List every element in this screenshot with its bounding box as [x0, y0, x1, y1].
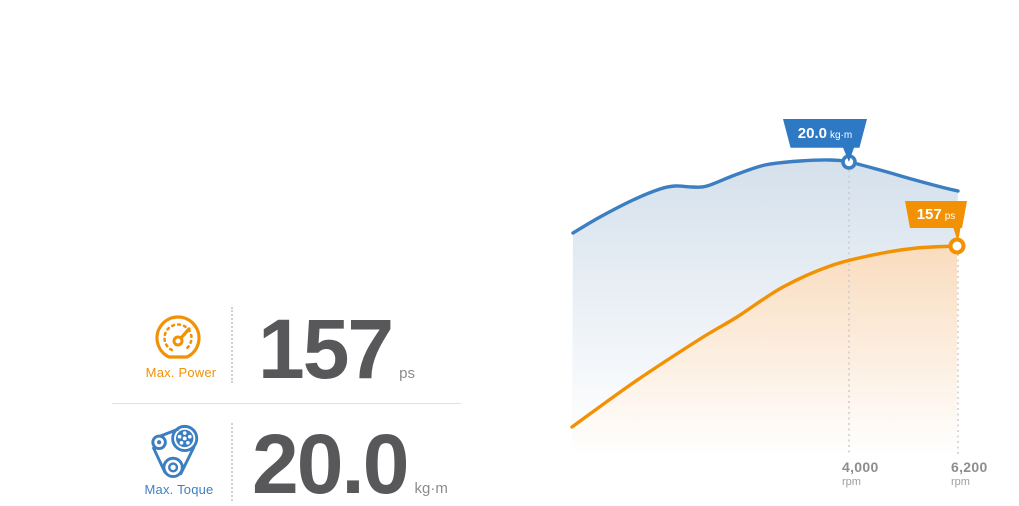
power-peak-value: 157	[916, 206, 942, 223]
torque-peak-unit: kg·m	[829, 130, 853, 141]
x-tick-4000rpm: 4,000 rpm	[842, 459, 879, 488]
max-power-label: Max. Power	[145, 365, 217, 380]
performance-curve-chart	[570, 154, 966, 456]
power-peak-marker	[948, 237, 966, 255]
power-peak-unit: ps	[944, 211, 956, 222]
max-power-value: 157	[258, 302, 394, 396]
stat-divider-dotted	[231, 307, 233, 383]
max-torque-unit: kg·m	[414, 480, 448, 497]
x-tick-unit: rpm	[951, 476, 970, 488]
x-tick-6200rpm: 6,200 rpm	[951, 459, 988, 488]
torque-peak-value: 20.0	[797, 125, 827, 142]
max-torque-value: 20.0	[252, 417, 409, 506]
x-tick-value: 4,000	[842, 459, 879, 475]
max-torque-belt-icon	[148, 423, 204, 479]
x-tick-unit: rpm	[842, 476, 861, 488]
max-power-gauge-icon	[152, 313, 204, 361]
x-tick-value: 6,200	[951, 459, 988, 475]
stats-separator-line	[112, 403, 461, 404]
torque-curve	[571, 158, 960, 235]
max-torque-value-row: 20.0 kg·m	[252, 422, 448, 506]
power-area-fill	[572, 246, 957, 456]
power-curve	[570, 244, 959, 429]
max-power-value-row: 157 ps	[258, 307, 415, 391]
max-power-unit: ps	[399, 365, 415, 382]
torque-area-fill	[572, 159, 958, 427]
max-torque-label: Max. Toque	[144, 482, 214, 497]
stat-divider-dotted	[231, 423, 233, 501]
